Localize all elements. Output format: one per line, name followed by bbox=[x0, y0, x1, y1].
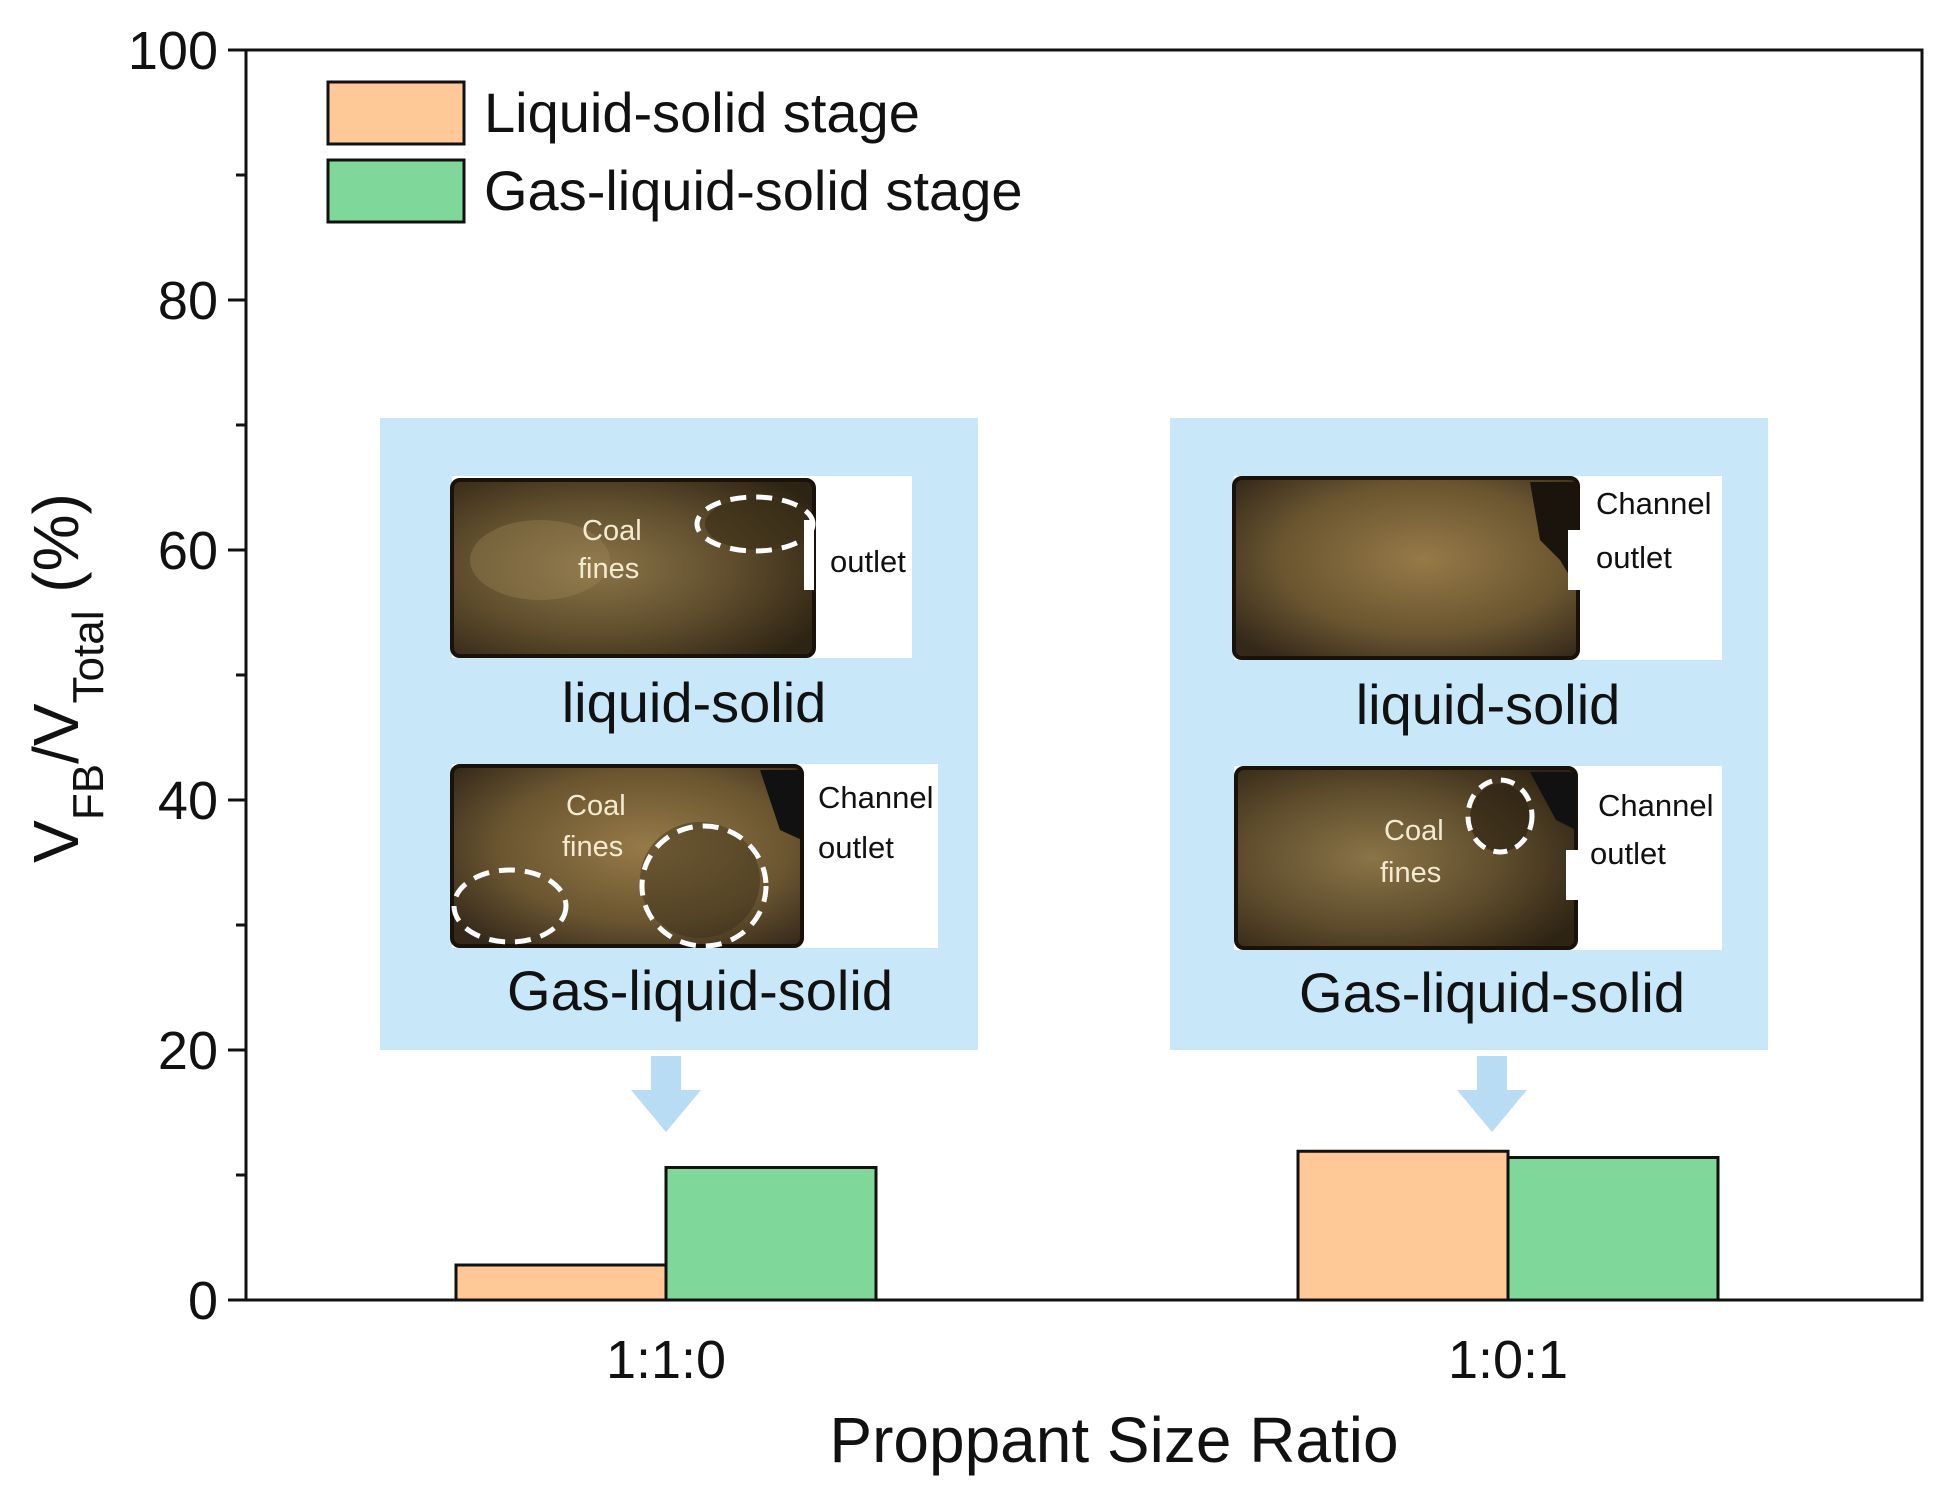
inset-photo-top: Coal fines outlet bbox=[450, 476, 912, 658]
bar-gas-liquid-solid-2 bbox=[1506, 1156, 1720, 1302]
photo-note-line2: fines bbox=[578, 553, 639, 585]
photo-side-line2: outlet bbox=[1590, 836, 1666, 871]
inset-photo-bottom: Coal fines Channel outlet bbox=[1234, 766, 1722, 950]
inset-panel-2: Channel outlet liquid-solid Coal fines C… bbox=[1170, 418, 1768, 1132]
legend-swatch-gas-liquid-solid bbox=[326, 158, 466, 224]
legend-swatch-liquid-solid bbox=[326, 80, 466, 146]
bar-layer bbox=[454, 1149, 1720, 1302]
inset-caption-top: liquid-solid bbox=[1356, 673, 1621, 736]
photo-note-line2: fines bbox=[1380, 857, 1441, 889]
inset-photo-top: Channel outlet bbox=[1232, 476, 1722, 660]
bar-liquid-solid-2 bbox=[1296, 1149, 1510, 1302]
photo-side-line1: Channel bbox=[818, 780, 933, 815]
y-axis-title: VFB/VTotal (%) bbox=[20, 493, 113, 863]
photo-note-line1: Coal bbox=[566, 790, 626, 822]
photo-side-line1: Channel bbox=[1598, 788, 1713, 823]
inset-panel-1: Coal fines outlet liquid-solid Coal fine… bbox=[380, 418, 978, 1132]
arrow-down-icon bbox=[1457, 1056, 1527, 1132]
photo-note-line1: Coal bbox=[582, 515, 642, 547]
inset-photo-bottom: Coal fines Channel outlet bbox=[450, 764, 938, 949]
photo-note-line2: fines bbox=[562, 831, 623, 863]
photo-side-line2: outlet bbox=[1596, 540, 1672, 575]
inset-panels: Coal fines outlet liquid-solid Coal fine… bbox=[380, 418, 1768, 1132]
arrow-down-icon bbox=[631, 1056, 701, 1132]
y-tick-label: 0 bbox=[188, 1271, 218, 1331]
y-tick-label: 60 bbox=[158, 521, 218, 581]
y-axis-ticks: 0 20 40 60 80 100 bbox=[128, 21, 246, 1331]
x-tick-label: 1:1:0 bbox=[606, 1330, 726, 1390]
y-tick-label: 40 bbox=[158, 771, 218, 831]
x-axis-ticks: 1:1:0 1:0:1 bbox=[606, 1330, 1568, 1390]
y-tick-label: 100 bbox=[128, 21, 218, 81]
bar-gas-liquid-solid-1 bbox=[664, 1166, 878, 1302]
bar-liquid-solid-1 bbox=[454, 1263, 668, 1302]
coal-fines-marker bbox=[1465, 777, 1535, 855]
x-tick-label: 1:0:1 bbox=[1448, 1330, 1568, 1390]
photo-note-line1: Coal bbox=[1384, 815, 1444, 847]
photo-side-line2: outlet bbox=[818, 830, 894, 865]
x-axis-title: Proppant Size Ratio bbox=[829, 1404, 1398, 1476]
y-tick-label: 20 bbox=[158, 1021, 218, 1081]
inset-caption-bottom: Gas-liquid-solid bbox=[1299, 961, 1685, 1024]
legend: Liquid-solid stage Gas-liquid-solid stag… bbox=[326, 80, 1022, 224]
photo-side-line1: Channel bbox=[1596, 486, 1711, 521]
inset-caption-bottom: Gas-liquid-solid bbox=[507, 959, 893, 1022]
inset-caption-top: liquid-solid bbox=[562, 671, 827, 734]
photo-side-line2: outlet bbox=[830, 544, 906, 579]
plot-frame bbox=[244, 48, 1924, 1302]
y-tick-label: 80 bbox=[158, 271, 218, 331]
coal-fines-marker bbox=[451, 867, 569, 945]
legend-label-gas-liquid-solid: Gas-liquid-solid stage bbox=[484, 159, 1022, 222]
coal-fines-marker bbox=[639, 823, 769, 949]
legend-label-liquid-solid: Liquid-solid stage bbox=[484, 81, 920, 144]
